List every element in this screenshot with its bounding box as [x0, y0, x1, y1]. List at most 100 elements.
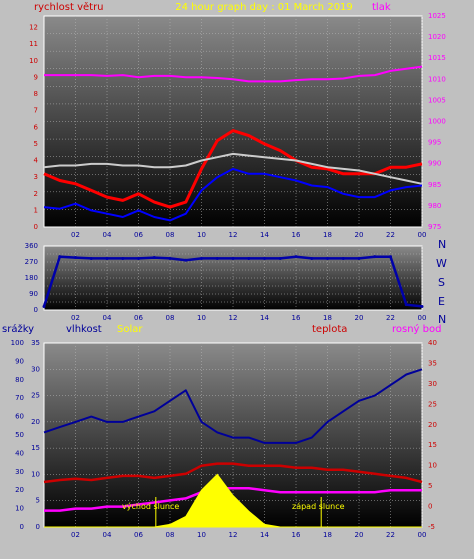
rain-y-tick-60: 60: [15, 413, 24, 421]
rain-y-tick-10: 10: [15, 505, 24, 513]
wind-x-tick-02: 02: [71, 231, 80, 239]
series-humidity: [43, 368, 423, 444]
direction-point: [294, 255, 298, 259]
series-gust: [43, 129, 423, 209]
wind-y-tick-1: 1: [34, 206, 38, 214]
humidity-y-tick-5: 5: [36, 497, 40, 505]
wind-y-tick-9: 9: [34, 73, 38, 81]
wind-y-tick-6: 6: [34, 123, 39, 131]
direction-point: [263, 256, 266, 260]
chart-title: 24 hour graph day : 01 March 2019: [175, 2, 353, 13]
direction-x-tick-04: 04: [103, 314, 112, 322]
direction-point: [326, 256, 329, 260]
direction-point: [247, 256, 251, 260]
pressure-y-tick-1025: 1025: [428, 12, 446, 20]
humidity-y-tick-20: 20: [31, 418, 40, 426]
direction-x-tick-10: 10: [197, 314, 206, 322]
series-wind_gray: [43, 152, 423, 185]
rain-y-tick-50: 50: [15, 431, 24, 439]
humidity-x-tick-02: 02: [71, 531, 80, 539]
wind-y-tick-3: 3: [34, 173, 38, 181]
direction-x-tick-14: 14: [260, 314, 269, 322]
direction-y-tick-0: 0: [34, 306, 38, 314]
humidity-x-tick-10: 10: [197, 531, 206, 539]
wind-x-tick-04: 04: [103, 231, 112, 239]
temperature-y-tick-30: 30: [428, 380, 437, 388]
sunset-annotation: západ slunce: [292, 502, 345, 511]
direction-point: [215, 256, 219, 260]
wind-x-tick-08: 08: [166, 231, 175, 239]
rain-y-tick-30: 30: [15, 468, 24, 476]
humidity-axis-label: vlhkost: [66, 324, 102, 335]
wind-y-tick-8: 8: [34, 90, 38, 98]
temperature-y-tick-35: 35: [428, 359, 437, 367]
direction-y-tick-180: 180: [25, 274, 38, 282]
temperature-y-tick-10: 10: [428, 462, 437, 470]
direction-point: [184, 258, 188, 262]
humidity-y-tick-25: 25: [31, 392, 40, 400]
rain-axis-label: srážky: [2, 323, 34, 335]
temperature-y-tick-15: 15: [428, 441, 437, 449]
wind-y-tick-0: 0: [34, 223, 38, 231]
humidity-x-tick-20: 20: [355, 531, 364, 539]
direction-label-e: E: [438, 295, 445, 308]
wind-y-tick-7: 7: [34, 107, 38, 115]
rain-y-tick-20: 20: [15, 486, 24, 494]
direction-x-tick-08: 08: [166, 314, 175, 322]
series-dewpoint: [44, 486, 422, 512]
direction-point: [404, 303, 408, 307]
wind-y-tick-5: 5: [34, 140, 38, 148]
direction-point: [200, 256, 203, 260]
temperature-y-tick-0: 0: [428, 503, 432, 511]
direction-point: [89, 256, 93, 260]
humidity-x-tick-04: 04: [103, 531, 112, 539]
direction-x-tick-12: 12: [229, 314, 238, 322]
temperature-y-tick-25: 25: [428, 400, 437, 408]
direction-x-tick-20: 20: [355, 314, 364, 322]
temperature-y-tick-40: 40: [428, 339, 437, 347]
direction-label-w: W: [436, 257, 447, 270]
rain-y-tick-70: 70: [15, 394, 24, 402]
direction-point: [58, 255, 62, 259]
direction-point: [74, 256, 77, 260]
series-wind_avg: [43, 167, 423, 222]
pressure-y-tick-980: 980: [428, 202, 441, 210]
humidity-y-tick-30: 30: [31, 365, 40, 373]
wind-x-tick-00: 00: [418, 231, 427, 239]
temperature-y-tick--5: -5: [428, 523, 435, 531]
solar-axis-label: Solar: [117, 324, 143, 335]
wind-x-tick-20: 20: [355, 231, 364, 239]
direction-point: [389, 255, 392, 259]
humidity-x-tick-18: 18: [323, 531, 332, 539]
series-solar: [44, 473, 422, 528]
humidity-y-tick-0: 0: [36, 523, 40, 531]
direction-point: [42, 304, 46, 308]
temperature-axis-label: teplota: [312, 324, 347, 335]
direction-point: [310, 256, 314, 260]
direction-y-tick-270: 270: [25, 258, 38, 266]
pressure-y-tick-1010: 1010: [428, 75, 446, 83]
pressure-y-tick-995: 995: [428, 139, 441, 147]
direction-point: [152, 256, 156, 260]
pressure-y-tick-985: 985: [428, 181, 441, 189]
wind-speed-axis-label: rychlost větru: [34, 1, 104, 13]
direction-label-s: S: [438, 276, 445, 289]
direction-x-tick-16: 16: [292, 314, 301, 322]
rain-y-tick-90: 90: [15, 357, 24, 365]
direction-point: [357, 256, 361, 260]
pressure-axis-label: tlak: [372, 2, 391, 13]
wind-y-tick-4: 4: [34, 157, 39, 165]
temperature-y-tick-20: 20: [428, 421, 437, 429]
direction-x-tick-22: 22: [386, 314, 395, 322]
pressure-y-tick-990: 990: [428, 160, 441, 168]
wind-x-tick-16: 16: [292, 231, 301, 239]
series-temperature: [43, 462, 423, 484]
humidity-x-tick-16: 16: [292, 531, 301, 539]
direction-point: [278, 256, 282, 260]
humidity-y-tick-35: 35: [31, 339, 40, 347]
humidity-x-tick-00: 00: [418, 531, 427, 539]
sunrise-annotation: východ slunce: [122, 502, 179, 511]
wind-x-tick-10: 10: [197, 231, 206, 239]
direction-label-n-top: N: [438, 238, 446, 251]
